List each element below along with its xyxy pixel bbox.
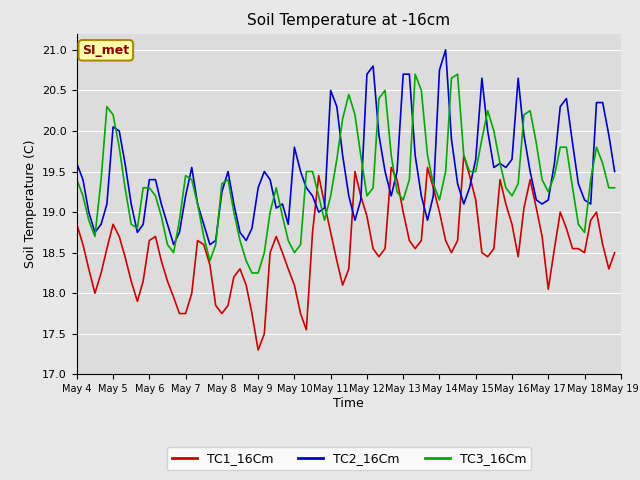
TC2_16Cm (611, 168, 618, 174)
TC3_16Cm (248, 270, 256, 276)
TC2_16Cm (599, 100, 607, 106)
TC1_16Cm (611, 250, 618, 255)
TC3_16Cm (412, 72, 419, 77)
TC3_16Cm (532, 140, 540, 146)
Text: SI_met: SI_met (82, 44, 129, 57)
TC3_16Cm (236, 238, 244, 243)
TC3_16Cm (599, 160, 607, 166)
TC2_16Cm (170, 242, 177, 248)
TC1_16Cm (460, 153, 468, 158)
TC1_16Cm (145, 238, 153, 243)
TC1_16Cm (545, 287, 552, 292)
TC3_16Cm (611, 185, 618, 191)
TC3_16Cm (460, 153, 468, 158)
TC3_16Cm (73, 177, 81, 182)
TC2_16Cm (460, 201, 468, 207)
TC2_16Cm (145, 177, 153, 182)
TC3_16Cm (145, 185, 153, 191)
TC2_16Cm (442, 47, 449, 53)
Legend: TC1_16Cm, TC2_16Cm, TC3_16Cm: TC1_16Cm, TC2_16Cm, TC3_16Cm (166, 447, 531, 470)
TC2_16Cm (532, 197, 540, 203)
TC3_16Cm (545, 189, 552, 195)
TC2_16Cm (73, 160, 81, 166)
Y-axis label: Soil Temperature (C): Soil Temperature (C) (24, 140, 36, 268)
TC1_16Cm (236, 266, 244, 272)
TC1_16Cm (73, 221, 81, 227)
TC2_16Cm (243, 238, 250, 243)
TC1_16Cm (599, 242, 607, 248)
Line: TC1_16Cm: TC1_16Cm (77, 156, 614, 350)
X-axis label: Time: Time (333, 397, 364, 410)
Line: TC3_16Cm: TC3_16Cm (77, 74, 614, 273)
TC1_16Cm (532, 205, 540, 211)
TC1_16Cm (254, 347, 262, 353)
Title: Soil Temperature at -16cm: Soil Temperature at -16cm (247, 13, 451, 28)
Line: TC2_16Cm: TC2_16Cm (77, 50, 614, 245)
TC1_16Cm (454, 238, 461, 243)
TC2_16Cm (545, 197, 552, 203)
